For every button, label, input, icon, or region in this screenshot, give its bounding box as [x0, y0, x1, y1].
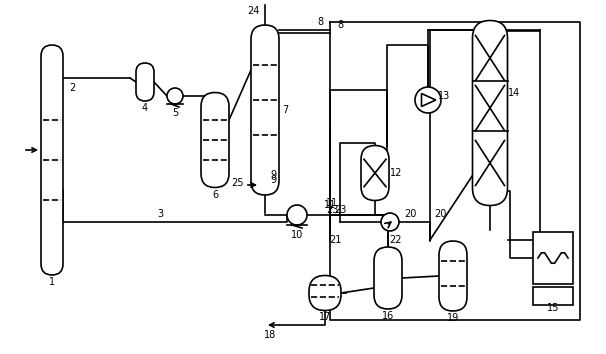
FancyBboxPatch shape [439, 241, 467, 311]
FancyBboxPatch shape [41, 45, 63, 275]
Polygon shape [422, 93, 436, 107]
FancyBboxPatch shape [251, 25, 279, 195]
Text: 13: 13 [438, 91, 450, 101]
Bar [533, 232, 573, 284]
Circle shape [287, 205, 307, 225]
Circle shape [381, 213, 399, 231]
Text: 5: 5 [172, 108, 178, 118]
Text: 14: 14 [508, 88, 521, 98]
Text: 7: 7 [282, 105, 288, 115]
Text: 11: 11 [326, 198, 338, 208]
Text: 3: 3 [157, 209, 163, 219]
Text: 20: 20 [434, 209, 446, 219]
Text: 21: 21 [329, 235, 341, 245]
Text: 8: 8 [317, 17, 323, 27]
Text: 8: 8 [337, 20, 343, 30]
Text: 22: 22 [389, 235, 401, 245]
Text: 17: 17 [319, 313, 331, 322]
Text: 9: 9 [270, 170, 276, 180]
Text: 19: 19 [447, 313, 459, 323]
Text: 15: 15 [547, 303, 559, 313]
FancyBboxPatch shape [201, 92, 229, 188]
FancyBboxPatch shape [361, 145, 389, 200]
Text: 9: 9 [270, 175, 276, 185]
Text: 23: 23 [326, 205, 338, 215]
Circle shape [167, 88, 183, 104]
FancyBboxPatch shape [473, 21, 507, 206]
Circle shape [415, 87, 441, 113]
Text: 4: 4 [142, 103, 148, 113]
FancyBboxPatch shape [309, 275, 341, 310]
FancyBboxPatch shape [136, 63, 154, 101]
Text: 16: 16 [382, 311, 394, 321]
Text: 6: 6 [212, 189, 218, 200]
Bar [533, 287, 573, 305]
Text: 25: 25 [231, 178, 244, 188]
Text: 24: 24 [247, 6, 259, 16]
Text: 10: 10 [291, 230, 303, 240]
Text: 20: 20 [404, 209, 416, 219]
Text: 18: 18 [264, 330, 276, 340]
Text: 2: 2 [69, 83, 75, 93]
Text: 11: 11 [324, 200, 336, 210]
FancyBboxPatch shape [374, 247, 402, 309]
Text: 1: 1 [49, 277, 55, 287]
Text: 23: 23 [334, 205, 346, 215]
Text: 12: 12 [390, 168, 402, 178]
